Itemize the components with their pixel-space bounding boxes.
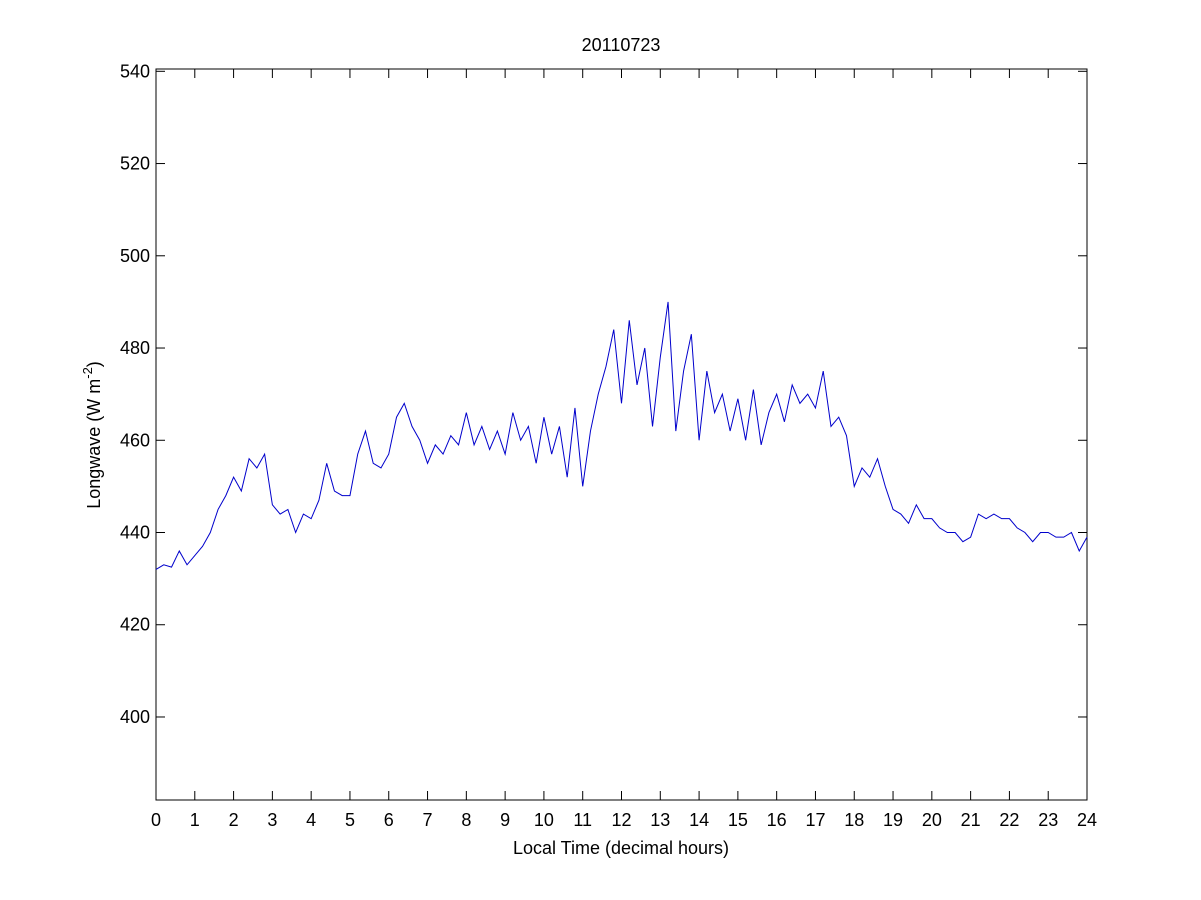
x-tick-label: 22 [999,810,1019,830]
y-tick-label: 520 [120,154,150,174]
y-axis-label-exponent: -2 [80,367,95,379]
data-line [155,301,1088,570]
x-tick-label: 2 [229,810,239,830]
x-tick-label: 5 [345,810,355,830]
x-tick-label: 18 [844,810,864,830]
x-tick-label: 21 [961,810,981,830]
x-tick-label: 0 [151,810,161,830]
x-tick-label: 8 [461,810,471,830]
x-tick-label: 16 [767,810,787,830]
x-tick-label: 23 [1038,810,1058,830]
x-tick-label: 12 [611,810,631,830]
y-tick-label: 540 [120,61,150,81]
x-tick-label: 4 [306,810,316,830]
y-tick-label: 420 [120,615,150,635]
y-tick-label: 460 [120,430,150,450]
y-tick-label: 400 [120,707,150,727]
x-tick-label: 7 [423,810,433,830]
x-tick-label: 9 [500,810,510,830]
y-axis-label-end: ) [84,361,104,367]
x-tick-label: 14 [689,810,709,830]
x-tick-label: 20 [922,810,942,830]
x-tick-label: 10 [534,810,554,830]
x-tick-label: 24 [1077,810,1097,830]
x-tick-label: 3 [267,810,277,830]
y-tick-label: 480 [120,338,150,358]
y-axis-label: Longwave (W m-2) [80,361,104,509]
chart-title: 20110723 [582,35,661,55]
x-tick-label: 15 [728,810,748,830]
y-tick-label: 500 [120,246,150,266]
x-tick-label: 11 [573,810,592,830]
x-tick-label: 13 [650,810,670,830]
x-tick-label: 19 [883,810,903,830]
x-tick-label: 17 [805,810,825,830]
x-axis-label: Local Time (decimal hours) [513,838,729,858]
y-axis-label-text: Longwave (W m [84,379,104,509]
y-tick-label: 440 [120,523,150,543]
x-tick-label: 1 [190,810,200,830]
x-tick-label: 6 [384,810,394,830]
